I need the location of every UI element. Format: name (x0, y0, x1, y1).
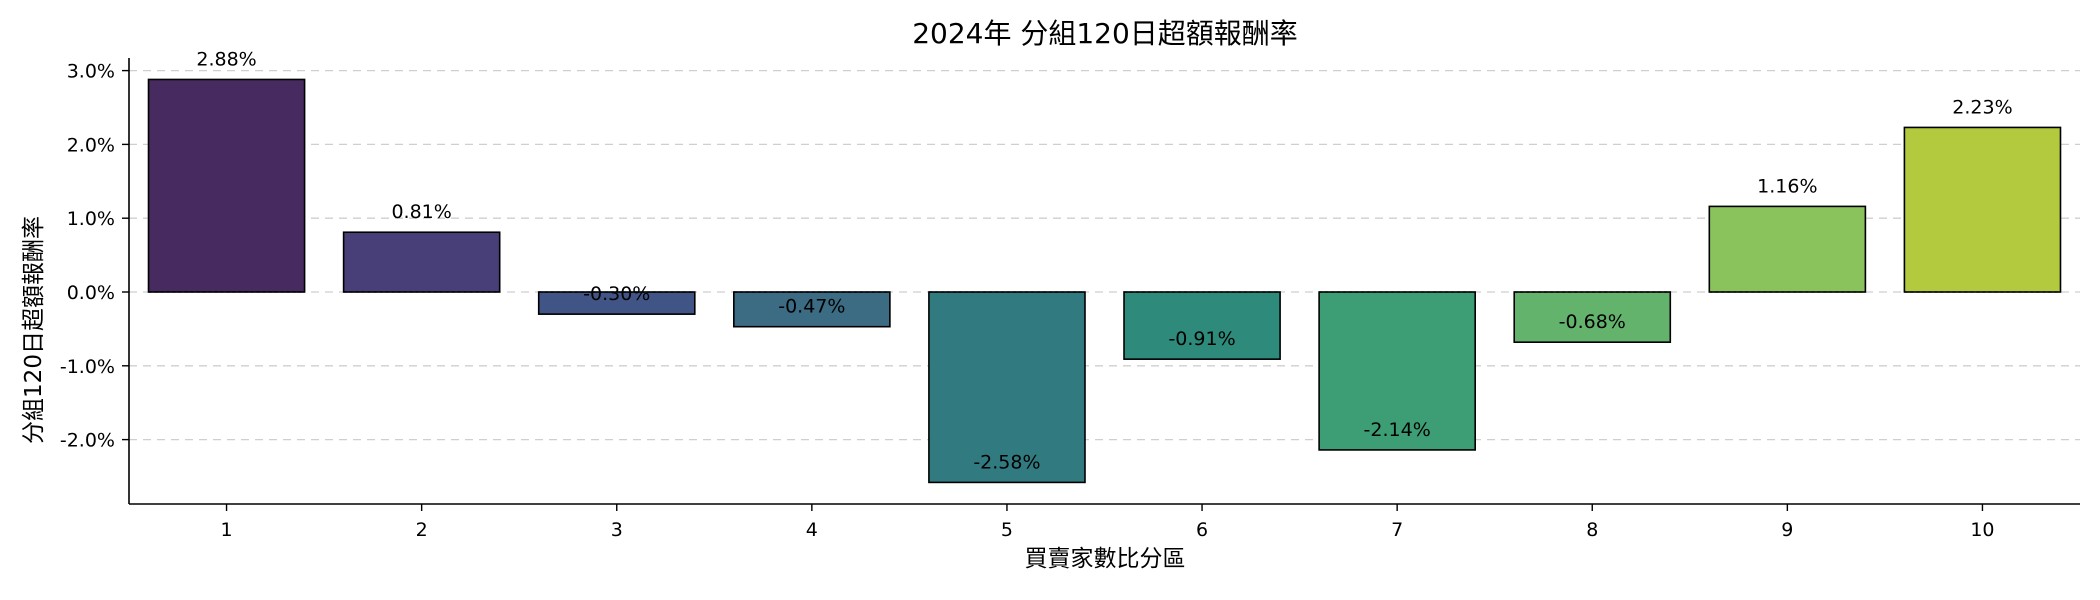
axes: 3.0% 2.0% 1.0% 0.0% -1.0% -2.0% 1 2 3 4 5 6 7 8 9 10 (60, 58, 2080, 541)
x-tick-label: 8 (1586, 519, 1598, 541)
x-tick-label: 7 (1391, 519, 1403, 541)
x-tick-label: 2 (416, 519, 428, 541)
chart-title: 2024年 分組120日超額報酬率 (912, 17, 1298, 50)
bar-data-label: 2.88% (196, 48, 256, 70)
x-tick-label: 1 (221, 519, 233, 541)
data-labels: 2.88% 0.81% -0.30% -0.47% -2.58% -0.91% -2.14%… (196, 48, 2012, 473)
y-tick-label: 0.0% (67, 282, 115, 304)
bar (1318, 291, 1476, 451)
y-tick-label: 3.0% (67, 61, 115, 83)
bar (147, 78, 306, 293)
x-tick-label: 3 (611, 519, 623, 541)
bar (1708, 205, 1867, 293)
bar (1903, 126, 2062, 293)
x-tick-label: 5 (1001, 519, 1013, 541)
bar-data-label: -0.91% (1168, 328, 1235, 350)
x-tick-label: 6 (1196, 519, 1208, 541)
y-tick-label: -2.0% (60, 430, 115, 452)
y-tick-label: -1.0% (60, 356, 115, 378)
y-axis-label: 分組120日超額報酬率 (21, 216, 47, 444)
x-axis-label: 買賣家數比分區 (1025, 546, 1186, 572)
x-tick-label: 10 (1970, 519, 1994, 541)
x-tick-label: 9 (1781, 519, 1793, 541)
bar-data-label: -2.58% (973, 451, 1040, 473)
bar (1513, 291, 1672, 343)
y-tick-label: 1.0% (67, 208, 115, 230)
bars (147, 78, 2062, 484)
bar-data-label: -0.68% (1559, 311, 1626, 333)
bar-data-label: -2.14% (1364, 419, 1431, 441)
x-tick-label: 4 (806, 519, 818, 541)
bar-data-label: -0.30% (583, 283, 650, 305)
bar (342, 231, 501, 293)
bar (928, 291, 1086, 484)
bar-data-label: 1.16% (1757, 175, 1817, 197)
bar-data-label: 2.23% (1952, 96, 2012, 118)
bar-data-label: 0.81% (391, 201, 451, 223)
bar-data-label: -0.47% (778, 296, 845, 318)
y-tick-label: 2.0% (67, 134, 115, 156)
